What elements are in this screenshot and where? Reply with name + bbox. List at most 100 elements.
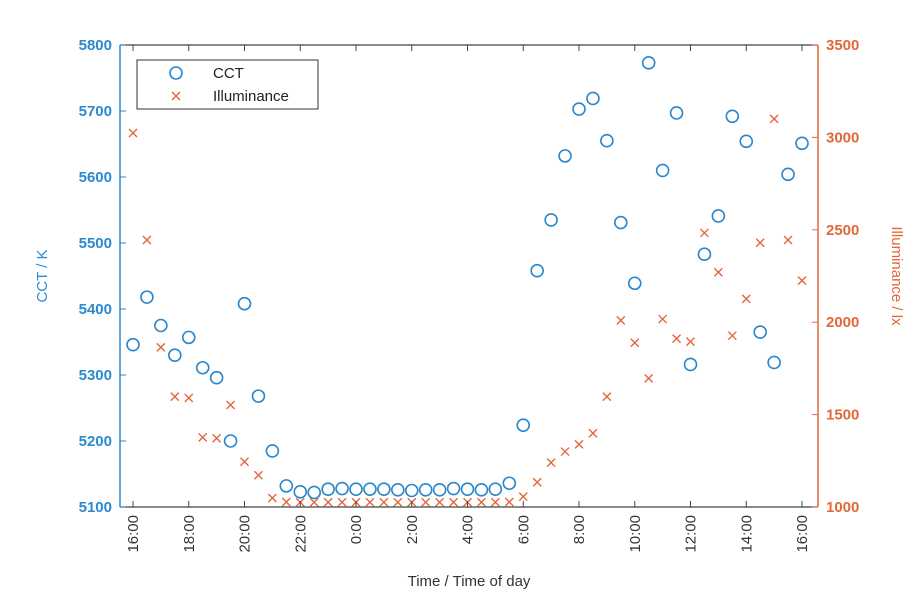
illuminance-point: [156, 342, 166, 352]
illuminance-point: [560, 447, 570, 457]
x-tick-label: 18:00: [181, 515, 198, 553]
illuminance-point: [170, 392, 180, 402]
cct-point: [363, 482, 377, 496]
illuminance-point: [699, 228, 709, 238]
cct-point: [446, 481, 461, 496]
cct-point: [181, 330, 196, 345]
cct-point: [600, 133, 614, 148]
x-tick-label: 20:00: [237, 515, 254, 553]
cct-point: [781, 167, 795, 182]
illuminance-point: [435, 497, 445, 507]
cct-point: [251, 389, 266, 403]
cct-point: [795, 136, 809, 151]
legend-cct-label: CCT: [213, 65, 244, 82]
illuminance-point: [365, 497, 375, 507]
cct-point: [335, 481, 349, 496]
cct-point: [474, 483, 489, 497]
legend-cct-marker: [169, 66, 183, 80]
legend-box: [136, 59, 319, 110]
x-tick-label: 22:00: [292, 515, 309, 553]
y-left-tick-label: 5100: [79, 499, 112, 516]
illuminance-point: [281, 497, 291, 507]
cct-point: [404, 483, 419, 498]
cct-point: [767, 355, 781, 370]
legend-illuminance-label: Illuminance: [213, 88, 289, 105]
illuminance-point: [337, 497, 347, 507]
illuminance-point: [184, 393, 194, 403]
illuminance-point: [323, 497, 333, 507]
illuminance-point: [449, 497, 459, 507]
cct-point: [307, 485, 321, 500]
illuminance-point: [797, 276, 807, 286]
illuminance-point: [755, 238, 765, 248]
y-right-tick-label: 2500: [826, 222, 859, 239]
x-tick-label: 14:00: [738, 515, 755, 553]
illuminance-point: [253, 470, 263, 480]
x-tick-label: 8:00: [571, 515, 588, 544]
illuminance-point: [240, 457, 249, 467]
cct-point: [502, 476, 517, 491]
legend: CCT Illuminance: [136, 59, 319, 110]
illuminance-point: [630, 338, 640, 348]
cct-point: [265, 444, 280, 458]
cct-point: [391, 483, 405, 497]
illuminance-point: [588, 428, 598, 438]
illuminance-point: [769, 114, 779, 124]
x-tick-label: 4:00: [460, 515, 477, 544]
illuminance-point: [142, 235, 152, 245]
x-tick-label: 10:00: [627, 515, 644, 553]
cct-point: [349, 482, 363, 496]
illuminance-point: [727, 331, 737, 341]
legend-illuminance-marker: [171, 91, 181, 101]
illuminance-point: [658, 314, 668, 324]
cct-point: [223, 434, 238, 448]
cct-point: [614, 215, 628, 230]
illuminance-point: [672, 334, 682, 344]
illuminance-point: [546, 458, 556, 468]
illuminance-point: [490, 497, 500, 507]
cct-point: [683, 357, 698, 372]
plot-marks: [126, 56, 809, 507]
illuminance-point: [532, 477, 542, 487]
y-axis-right-label: Illuminance / lx: [888, 226, 905, 326]
x-tick-label: 2:00: [404, 515, 421, 544]
x-tick-label: 6:00: [515, 515, 532, 544]
cct-point: [209, 370, 224, 385]
illuminance-point: [616, 315, 626, 325]
cct-point: [655, 163, 670, 178]
cct-point: [237, 296, 252, 311]
y-right-tick-label: 2000: [826, 314, 859, 331]
y-left-tick-label: 5200: [79, 433, 112, 450]
y-right-tick-label: 1500: [826, 407, 859, 424]
illuminance-point: [644, 373, 654, 383]
illuminance-point: [393, 497, 403, 507]
cct-point: [669, 106, 684, 120]
illuminance-point: [686, 337, 695, 347]
x-tick-label: 16:00: [125, 515, 142, 553]
cct-point: [697, 247, 712, 262]
cct-point: [377, 482, 391, 496]
x-tick-label: 16:00: [794, 515, 811, 553]
illuminance-point: [421, 497, 431, 507]
illuminance-point: [504, 497, 514, 507]
y-axis-left-label: CCT / K: [34, 249, 51, 302]
illuminance-point: [713, 267, 723, 277]
cct-point: [488, 482, 503, 496]
cct-point: [753, 325, 767, 339]
illuminance-point: [128, 128, 138, 138]
y-left-tick-label: 5500: [79, 235, 112, 252]
x-tick-label: 0:00: [348, 515, 365, 544]
cct-point: [154, 318, 168, 333]
axes: 16:00 18:00 20:00 22:00 0:00 2:00 4:00 6:00 8:00…: [79, 37, 860, 553]
cct-point: [293, 485, 308, 499]
cct-point: [279, 479, 294, 493]
illuminance-point: [741, 294, 751, 304]
cct-point: [739, 134, 754, 149]
y-right-tick-label: 3000: [826, 129, 859, 146]
cct-point: [544, 213, 558, 227]
illuminance-point: [309, 497, 319, 507]
y-left-tick-label: 5700: [79, 103, 112, 120]
y-right-tick-label: 3500: [826, 37, 859, 54]
illuminance-point: [518, 492, 528, 502]
